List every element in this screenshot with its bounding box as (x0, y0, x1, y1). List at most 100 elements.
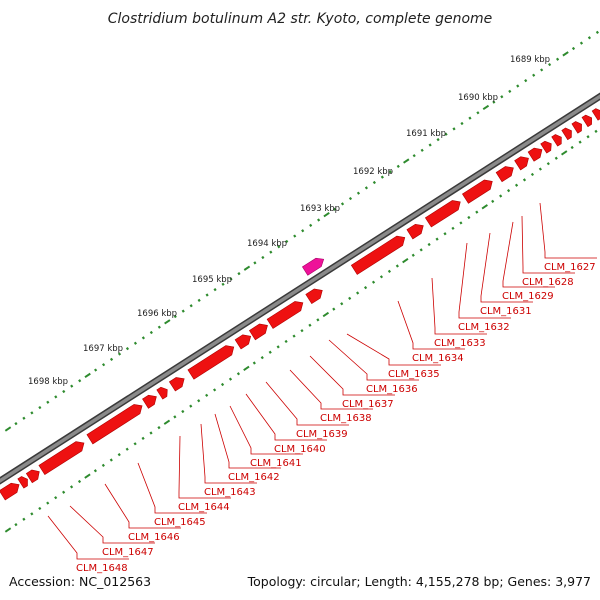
label-leaders (47, 202, 597, 560)
gene-feature (406, 223, 424, 240)
outer-major-tick (403, 158, 410, 164)
inner-minor-tick (340, 302, 344, 306)
inner-minor-tick (316, 318, 320, 322)
gene-label: CLM_1636 (366, 384, 418, 395)
gene-label: CLM_1635 (388, 369, 440, 380)
inner-minor-tick (109, 458, 113, 462)
label-leader-line (69, 505, 155, 544)
gene-label: CLM_1642 (228, 472, 280, 483)
inner-minor-tick (228, 377, 233, 381)
inner-minor-tick (157, 426, 161, 430)
label-leader-line (289, 369, 373, 410)
map-title: Clostridium botulinum A2 str. Kyoto, com… (108, 11, 493, 27)
inner-minor-tick (46, 501, 50, 505)
inner-minor-tick (467, 215, 471, 220)
outer-minor-tick (38, 405, 42, 410)
label-leader-line (200, 423, 257, 484)
outer-minor-tick (173, 314, 177, 319)
scale-label: 1698 kbp (28, 377, 68, 387)
inner-minor-tick (69, 485, 74, 489)
inner-minor-tick (125, 447, 129, 451)
inner-minor-tick (236, 372, 241, 376)
inner-minor-tick (522, 178, 527, 182)
outer-minor-tick (133, 341, 138, 345)
genome-backbone (0, 92, 600, 485)
outer-scale-ticks (4, 30, 599, 432)
label-leader-line (137, 462, 207, 514)
inner-minor-tick (213, 388, 217, 392)
outer-minor-tick (181, 309, 185, 313)
gene-label: CLM_1628 (522, 277, 574, 288)
inner-minor-tick (379, 275, 384, 279)
inner-minor-tick (308, 323, 312, 327)
label-leader-line (265, 381, 349, 426)
scale-label: 1691 kbp (406, 129, 446, 139)
outer-minor-tick (579, 41, 584, 45)
inner-scale-ticks (4, 129, 598, 533)
inner-minor-tick (205, 393, 209, 397)
gene-label: CLM_1645 (154, 517, 206, 528)
label-leader-line (104, 483, 181, 529)
gene-feature (581, 114, 593, 128)
outer-minor-tick (388, 170, 392, 174)
outer-minor-tick (412, 154, 416, 158)
inner-minor-tick (570, 145, 574, 150)
outer-minor-tick (78, 379, 82, 383)
gene-feature (156, 386, 168, 400)
outer-minor-tick (54, 395, 58, 399)
gene-label: CLM_1646 (128, 532, 180, 543)
inner-minor-tick (14, 523, 18, 527)
outer-minor-tick (595, 30, 599, 35)
gene-label: CLM_1629 (502, 291, 554, 302)
gene-feature (86, 404, 143, 445)
inner-minor-tick (62, 490, 66, 494)
inner-minor-tick (594, 129, 598, 133)
outer-minor-tick (30, 411, 34, 415)
inner-minor-tick (411, 253, 415, 257)
inner-minor-tick (475, 210, 479, 214)
gene-label: CLM_1644 (178, 502, 230, 513)
outer-minor-tick (364, 186, 368, 190)
gene-feature (266, 301, 304, 329)
gene-feature (571, 121, 582, 134)
label-leader-line (397, 300, 465, 350)
inner-major-tick (402, 258, 409, 264)
outer-minor-tick (109, 357, 114, 361)
scale-label: 1689 kbp (510, 55, 550, 65)
scale-label: 1697 kbp (83, 344, 123, 354)
inner-minor-tick (546, 162, 550, 166)
label-leader-line (214, 413, 281, 469)
outer-minor-tick (157, 325, 161, 329)
outer-minor-tick (70, 384, 74, 388)
gene-feature-highlighted (301, 257, 325, 276)
label-leader-line (47, 515, 129, 560)
label-leader-line (502, 221, 555, 288)
inner-minor-tick (101, 463, 105, 467)
outer-minor-tick (372, 180, 376, 185)
label-leader-line (328, 339, 419, 381)
outer-minor-tick (348, 196, 353, 201)
gene-feature (168, 377, 185, 392)
outer-major-tick (84, 372, 91, 379)
scale-label: 1694 kbp (247, 239, 287, 249)
inner-minor-tick (260, 356, 264, 360)
label-leader-line (539, 202, 597, 259)
outer-minor-tick (253, 261, 257, 265)
outer-minor-tick (205, 293, 209, 297)
inner-minor-tick (173, 415, 177, 419)
outer-minor-tick (396, 164, 400, 169)
inner-minor-tick (356, 291, 360, 295)
inner-minor-tick (149, 431, 153, 435)
outer-minor-tick (197, 298, 201, 302)
inner-minor-tick (507, 189, 511, 193)
gene-label: CLM_1643 (204, 487, 256, 498)
outer-minor-tick (492, 100, 496, 104)
gene-feature (591, 108, 600, 121)
backbone-line (0, 94, 600, 483)
inner-minor-tick (363, 285, 368, 290)
outer-minor-tick (532, 73, 536, 77)
outer-minor-tick (46, 400, 50, 404)
outer-minor-tick (285, 239, 289, 244)
inner-major-tick (4, 527, 12, 533)
outer-minor-tick (94, 368, 98, 372)
